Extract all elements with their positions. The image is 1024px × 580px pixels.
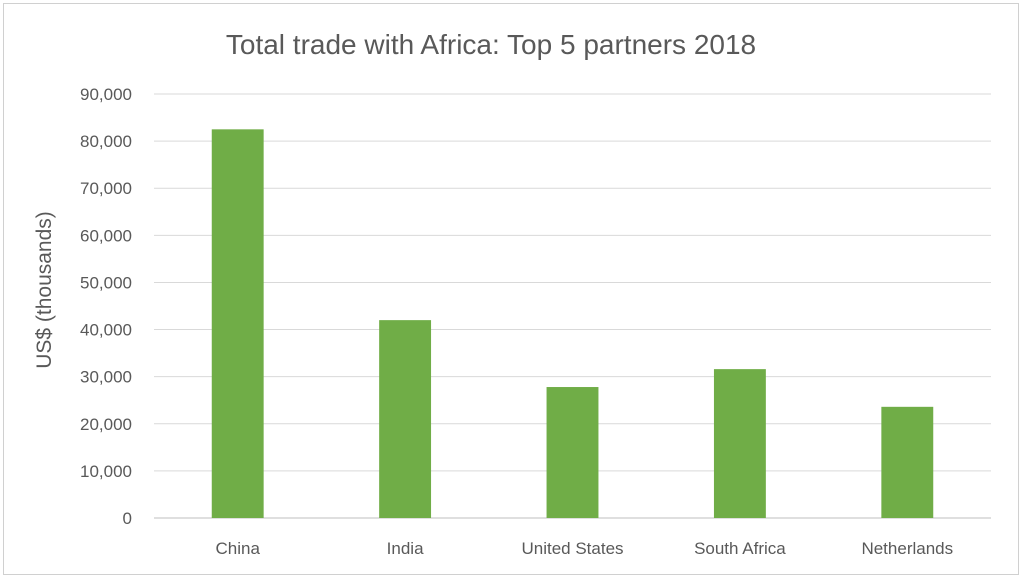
y-tick-label: 80,000 xyxy=(80,132,132,151)
bar-united-states xyxy=(546,387,599,518)
y-tick-label: 60,000 xyxy=(80,226,132,245)
y-tick-label: 90,000 xyxy=(80,85,132,104)
y-axis-title: US$ (thousands) xyxy=(33,211,56,369)
bar-india xyxy=(379,320,432,518)
chart-title: Total trade with Africa: Top 5 partners … xyxy=(226,29,756,60)
x-tick-label: United States xyxy=(521,539,623,558)
y-tick-label: 30,000 xyxy=(80,368,132,387)
y-tick-label: 50,000 xyxy=(80,273,132,292)
bar-south-africa xyxy=(713,369,766,518)
chart-frame xyxy=(3,3,1019,575)
gridlines xyxy=(154,93,991,519)
y-tick-label: 20,000 xyxy=(80,415,132,434)
x-tick-label: Netherlands xyxy=(861,539,953,558)
y-tick-label: 70,000 xyxy=(80,179,132,198)
y-axis-ticks: 0 10,000 20,000 30,000 40,000 50,000 60,000 70,… xyxy=(80,85,132,528)
bar-china xyxy=(211,129,264,519)
y-tick-label: 0 xyxy=(123,509,132,528)
y-tick-label: 10,000 xyxy=(80,462,132,481)
y-tick-label: 40,000 xyxy=(80,321,132,340)
bar-netherlands xyxy=(881,406,934,518)
x-tick-label: India xyxy=(387,539,424,558)
x-axis-ticks: China India United States South Africa Nethe… xyxy=(215,539,953,558)
x-tick-label: China xyxy=(215,539,260,558)
x-tick-label: South Africa xyxy=(694,539,786,558)
bars xyxy=(211,129,934,519)
